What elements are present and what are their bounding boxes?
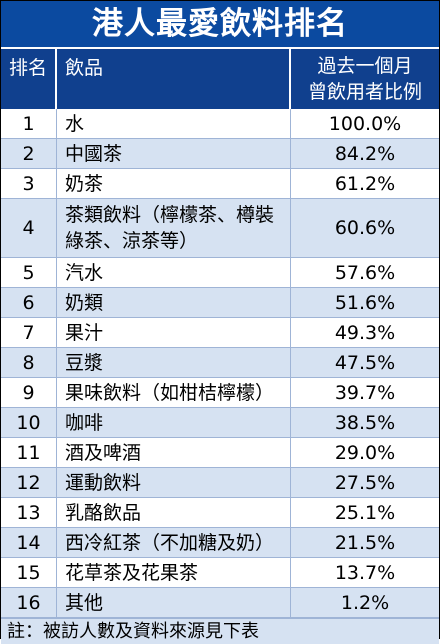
percentage-cell: 57.6% — [334, 261, 396, 284]
table-row: 10 咖啡 38.5% — [1, 408, 439, 438]
footnote: 註：被訪人數及資料來源見下表 — [1, 618, 439, 644]
rank-cell: 6 — [1, 288, 57, 317]
rank-cell: 4 — [1, 199, 57, 257]
drink-cell: 咖啡 — [57, 408, 291, 437]
rank-cell: 7 — [1, 318, 57, 347]
header-percentage: 過去一個月 曾飲用者比例 — [291, 49, 439, 109]
percentage-cell: 60.6% — [334, 217, 396, 239]
table-row: 13 乳酪飲品 25.1% — [1, 498, 439, 528]
percentage-cell: 100.0% — [328, 112, 402, 135]
percentage-cell: 1.2% — [340, 591, 390, 614]
table-row: 8 豆漿 47.5% — [1, 348, 439, 378]
percentage-cell: 21.5% — [334, 531, 396, 554]
rank-cell: 2 — [1, 139, 57, 168]
percentage-cell: 27.5% — [334, 471, 396, 494]
table-row: 1 水 100.0% — [1, 109, 439, 139]
table-row: 7 果汁 49.3% — [1, 318, 439, 348]
table-row: 9 果味飲料（如柑桔檸檬） 39.7% — [1, 378, 439, 408]
table-row: 14 西冷紅茶（不加糖及奶） 21.5% — [1, 528, 439, 558]
percentage-cell: 13.7% — [334, 561, 396, 584]
drink-cell: 酒及啤酒 — [57, 438, 291, 467]
drink-cell: 其他 — [57, 588, 291, 617]
table-body: 1 水 100.0% 2 中國茶 84.2% 3 奶茶 61.2% 4 茶類飲料（檸檬茶、樽裝綠茶、… — [1, 109, 439, 618]
rank-cell: 3 — [1, 169, 57, 198]
drink-cell: 果汁 — [57, 318, 291, 347]
percentage-cell: 25.1% — [334, 501, 396, 524]
table-row: 4 茶類飲料（檸檬茶、樽裝綠茶、涼茶等） 60.6% — [1, 199, 439, 258]
percentage-cell: 38.5% — [334, 411, 396, 434]
rank-cell: 5 — [1, 258, 57, 287]
table-row: 6 奶類 51.6% — [1, 288, 439, 318]
table-row: 12 運動飲料 27.5% — [1, 468, 439, 498]
percentage-cell: 61.2% — [334, 172, 396, 195]
percentage-cell: 51.6% — [334, 291, 396, 314]
table-row: 2 中國茶 84.2% — [1, 139, 439, 169]
header-drink: 飲品 — [57, 49, 291, 109]
percentage-cell: 39.7% — [334, 381, 396, 404]
drink-cell: 運動飲料 — [57, 468, 291, 497]
rank-cell: 9 — [1, 378, 57, 407]
drink-cell: 果味飲料（如柑桔檸檬） — [57, 378, 291, 407]
table-row: 11 酒及啤酒 29.0% — [1, 438, 439, 468]
rank-cell: 12 — [1, 468, 57, 497]
header-pct-line2: 曾飲用者比例 — [307, 81, 422, 103]
percentage-cell: 84.2% — [334, 142, 396, 165]
drink-cell: 西冷紅茶（不加糖及奶） — [57, 528, 291, 557]
header-pct-line1: 過去一個月 — [317, 55, 413, 77]
rank-cell: 15 — [1, 558, 57, 587]
percentage-cell: 49.3% — [334, 321, 396, 344]
drink-cell: 花草茶及花果茶 — [57, 558, 291, 587]
table-row: 15 花草茶及花果茶 13.7% — [1, 558, 439, 588]
drink-cell: 豆漿 — [57, 348, 291, 377]
header-rank: 排名 — [1, 49, 57, 109]
rank-cell: 10 — [1, 408, 57, 437]
rank-cell: 16 — [1, 588, 57, 617]
drink-cell: 奶類 — [57, 288, 291, 317]
percentage-cell: 29.0% — [334, 441, 396, 464]
drink-cell: 奶茶 — [57, 169, 291, 198]
drink-cell: 水 — [57, 109, 291, 138]
percentage-cell: 47.5% — [334, 351, 396, 374]
table-header: 排名 飲品 過去一個月 曾飲用者比例 — [1, 47, 439, 109]
page-title: 港人最愛飲料排名 — [1, 1, 439, 47]
rank-cell: 1 — [1, 109, 57, 138]
rank-cell: 8 — [1, 348, 57, 377]
drink-cell: 中國茶 — [57, 139, 291, 168]
rank-cell: 13 — [1, 498, 57, 527]
drink-cell: 乳酪飲品 — [57, 498, 291, 527]
table-row: 16 其他 1.2% — [1, 588, 439, 618]
rank-cell: 14 — [1, 528, 57, 557]
drink-cell: 茶類飲料（檸檬茶、樽裝綠茶、涼茶等） — [57, 199, 291, 257]
table-row: 5 汽水 57.6% — [1, 258, 439, 288]
table-row: 3 奶茶 61.2% — [1, 169, 439, 199]
rank-cell: 11 — [1, 438, 57, 467]
drink-cell: 汽水 — [57, 258, 291, 287]
